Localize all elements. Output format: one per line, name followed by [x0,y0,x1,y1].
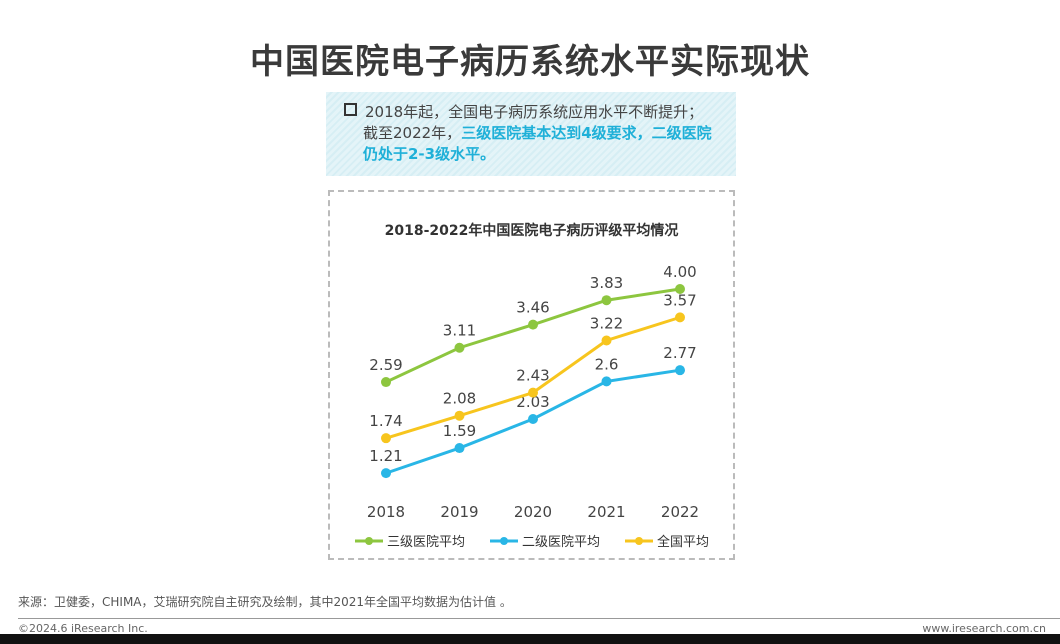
summary-callout: 2018年起，全国电子病历系统应用水平不断提升； 截至2022年，三级医院基本达… [326,92,736,176]
data-point [381,377,391,388]
callout-line1: 2018年起，全国电子病历系统应用水平不断提升； [365,103,704,121]
data-label: 3.22 [590,314,623,332]
data-label: 3.83 [590,274,623,292]
data-point [601,335,612,346]
data-point [528,387,538,398]
data-label: 2.43 [516,367,549,385]
data-label: 2.08 [443,390,476,408]
data-point [454,410,465,421]
legend-marker [635,537,643,545]
data-point [601,295,612,306]
legend-label: 二级医院平均 [522,535,600,550]
chart-frame [328,190,735,560]
data-point [675,312,685,323]
bottom-bar [0,634,1060,644]
data-point [528,414,538,425]
x-tick-label: 2020 [514,503,552,521]
data-label: 2.6 [595,355,619,373]
x-tick-label: 2019 [440,503,478,521]
data-label: 1.74 [369,412,402,430]
data-point [381,468,391,479]
data-point [454,342,465,353]
callout-text: 截至2022年， [363,124,462,142]
data-label: 3.46 [516,299,549,317]
legend-marker [500,537,508,545]
data-label: 3.11 [443,322,476,340]
data-label: 1.59 [443,422,476,440]
x-tick-label: 2018 [367,503,405,521]
website: www.iresearch.com.cn [922,622,1046,635]
data-point [675,284,685,294]
data-label: 2.03 [516,393,549,411]
data-point [675,365,685,376]
x-tick-label: 2022 [661,503,699,521]
legend-marker [365,537,373,545]
data-label: 2.59 [369,356,402,374]
bullet-square-icon [344,103,357,116]
data-label: 2.77 [663,344,696,362]
data-point [381,433,391,444]
data-point [528,319,538,330]
data-point [454,443,465,454]
callout-highlight: 三级医院基本达到4级要求，二级医院仍处于2-3级水平。 [363,124,712,163]
x-tick-label: 2021 [587,503,625,521]
data-label: 4.00 [663,263,696,281]
data-label: 1.21 [369,447,402,465]
chart-title: 2018-2022年中国医院电子病历评级平均情况 [384,223,679,239]
page-title: 中国医院电子病历系统水平实际现状 [250,42,810,82]
data-label: 3.57 [663,291,696,309]
legend-label: 三级医院平均 [387,535,465,550]
legend-label: 全国平均 [657,534,709,550]
copyright: ©2024.6 iResearch Inc. [18,622,148,635]
divider [18,618,1060,619]
data-point [601,376,612,387]
source-note: 来源：卫健委，CHIMA，艾瑞研究院自主研究及绘制，其中2021年全国平均数据为… [18,595,512,609]
